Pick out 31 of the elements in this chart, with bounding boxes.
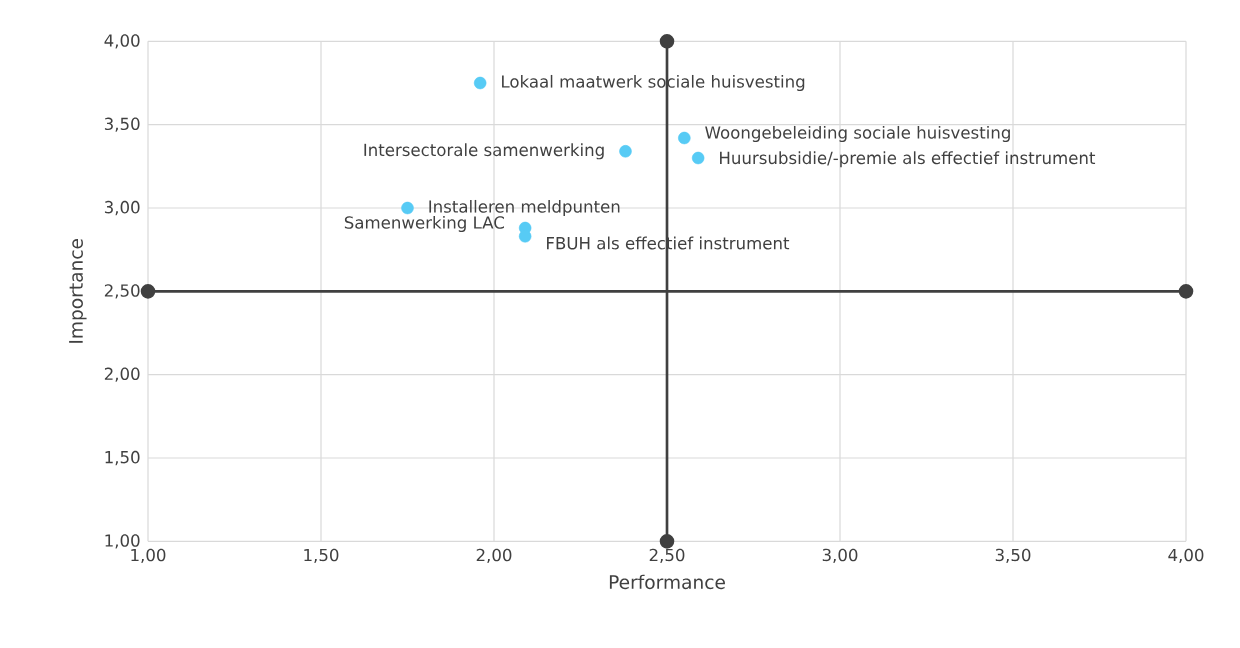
annotation: Woongebeleiding sociale huisvesting — [705, 125, 1010, 143]
point — [1178, 284, 1194, 299]
point — [518, 230, 532, 243]
point — [691, 151, 705, 165]
y-tick-label: 2,50 — [104, 284, 140, 299]
y-tick-label: 3,50 — [104, 117, 140, 132]
annotation: Installeren meldpunten — [429, 199, 620, 217]
point — [473, 76, 487, 90]
point — [659, 34, 675, 49]
x-tick-label: 2,00 — [476, 548, 512, 563]
point — [619, 145, 632, 158]
x-tick-label: 4,00 — [1168, 548, 1204, 563]
x-tick-label: 3,50 — [995, 548, 1031, 563]
y-axis-title: Importance — [69, 239, 87, 343]
annotation: Intersectorale samenwerking — [364, 143, 604, 160]
x-tick-label: 1,50 — [304, 548, 339, 563]
point — [678, 131, 691, 145]
point — [401, 201, 414, 215]
x-axis-title: Performance — [609, 574, 725, 590]
y-tick-label: 1,00 — [105, 534, 140, 549]
point — [140, 284, 156, 299]
point — [659, 534, 675, 549]
x-tick-label: 3,00 — [822, 548, 858, 563]
x-tick-label: 2,50 — [649, 548, 685, 563]
y-tick-label: 4,00 — [104, 34, 140, 49]
x-tick-label: 1,00 — [131, 548, 166, 563]
annotation: Samenwerking LAC — [344, 215, 504, 233]
y-tick-label: 2,00 — [104, 367, 140, 382]
y-tick-label: 1,50 — [105, 450, 140, 466]
y-tick-label: 3,00 — [104, 200, 140, 216]
annotation: Huursubsidie/-premie als effectief instrument — [720, 151, 1096, 168]
